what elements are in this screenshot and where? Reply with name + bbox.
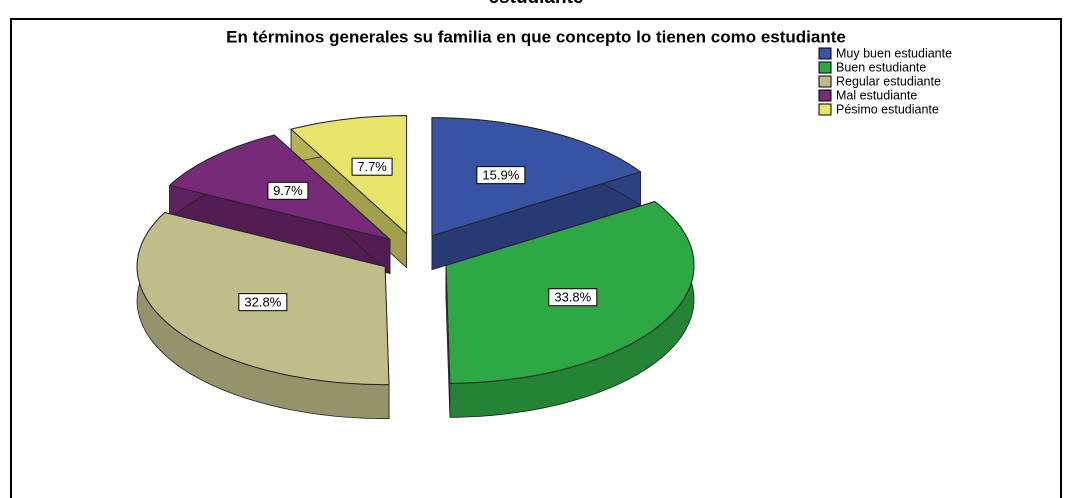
slice: 9.7% bbox=[168, 134, 391, 275]
legend-swatch bbox=[818, 47, 832, 60]
data-label: 33.8% bbox=[554, 290, 591, 305]
legend-label: Muy buen estudiante bbox=[836, 46, 952, 60]
legend-swatch bbox=[818, 89, 832, 102]
data-label-box bbox=[476, 166, 526, 185]
data-label-box bbox=[351, 157, 393, 176]
data-label: 15.9% bbox=[482, 168, 519, 183]
data-label: 7.7% bbox=[357, 159, 387, 174]
legend-label: Mal estudiante bbox=[836, 88, 917, 102]
chart-title: En términos generales su familia en que … bbox=[226, 27, 846, 46]
data-label: 9.7% bbox=[273, 183, 303, 198]
slice bbox=[431, 117, 642, 237]
legend-label: Buen estudiante bbox=[836, 60, 926, 74]
slice bbox=[290, 115, 408, 235]
slice: 33.8% bbox=[445, 200, 695, 418]
slice: 32.8% bbox=[136, 211, 390, 419]
data-label: 32.8% bbox=[244, 295, 281, 310]
slice: 15.9% bbox=[431, 117, 642, 271]
legend-label: Regular estudiante bbox=[836, 74, 941, 88]
caption: estudiante bbox=[488, 0, 583, 8]
legend-swatch bbox=[818, 61, 832, 74]
legend-swatch bbox=[818, 75, 832, 88]
legend-label: Pésimo estudiante bbox=[836, 102, 939, 116]
data-label-box bbox=[548, 288, 598, 307]
data-label-box bbox=[238, 293, 288, 312]
data-label-box bbox=[267, 181, 309, 200]
legend-swatch bbox=[818, 103, 832, 116]
